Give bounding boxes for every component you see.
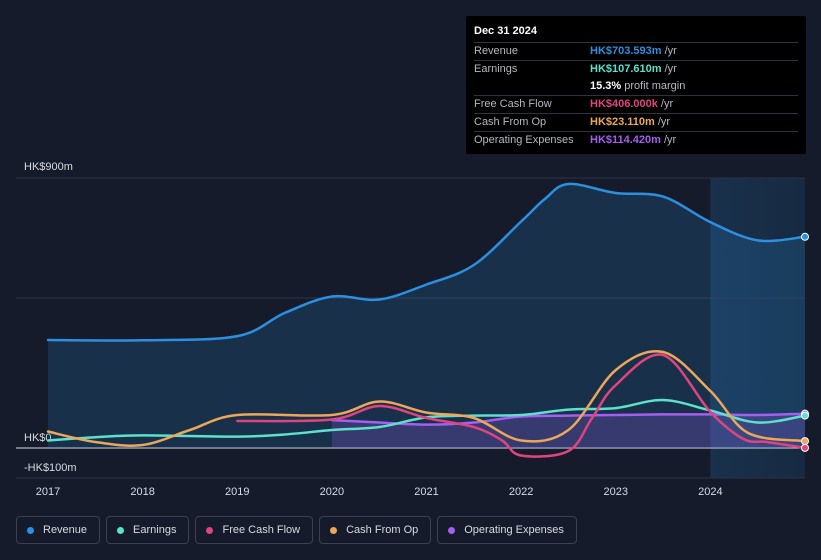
tooltip-label: Earnings [474, 63, 518, 75]
x-tick-label: 2021 [414, 486, 438, 498]
legend-label: Operating Expenses [464, 524, 564, 536]
tooltip-label [474, 78, 590, 95]
legend-item-earnings[interactable]: Earnings [106, 516, 190, 544]
cash-from-op-dot-icon [330, 526, 338, 534]
tooltip-label: Operating Expenses [474, 134, 574, 146]
earnings-dot-icon [117, 526, 125, 534]
revenue-end-point [801, 232, 809, 241]
tooltip-row-fcf: Free Cash Flow HK$406.000k /yr [474, 96, 798, 114]
x-tick-label: 2024 [698, 486, 722, 498]
tooltip-value: HK$114.420m [590, 134, 661, 146]
tooltip-value: 15.3% [590, 80, 622, 92]
legend-item-operating-expenses[interactable]: Operating Expenses [437, 516, 577, 544]
legend-label: Earnings [133, 524, 177, 536]
tooltip-value: HK$406.000k [590, 98, 658, 110]
revenue-dot-icon [27, 526, 34, 534]
x-tick-label: 2023 [604, 486, 628, 498]
y-axis-label: -HK$100m [24, 462, 77, 474]
legend-label: Cash From Op [346, 524, 419, 536]
tooltip-row-margin: 15.3% profit margin [474, 78, 798, 96]
free-cash-flow-end-point [801, 443, 809, 452]
earnings-end-point [801, 411, 809, 420]
x-tick-label: 2018 [130, 486, 154, 498]
tooltip-value: HK$107.610m [590, 63, 662, 75]
revenue-area [48, 183, 805, 449]
cash-from-op-line [46, 349, 807, 447]
tooltip-unit: /yr [663, 134, 677, 146]
tooltip-value: HK$703.593m [590, 45, 662, 57]
legend: Revenue Earnings Free Cash Flow Cash Fro… [16, 516, 577, 546]
tooltip-panel: Dec 31 2024 Revenue HK$703.593m /yr Earn… [466, 16, 806, 154]
x-tick-label: 2022 [509, 486, 533, 498]
y-axis-label: HK$0 [24, 432, 52, 444]
tooltip-label: Cash From Op [474, 116, 547, 128]
y-axis-label: HK$900m [24, 161, 73, 173]
legend-label: Free Cash Flow [222, 524, 301, 536]
tooltip-row-cfo: Cash From Op HK$23.110m /yr [474, 114, 798, 132]
tooltip-unit: /yr [657, 116, 671, 128]
tooltip-date: Dec 31 2024 [474, 24, 798, 43]
free-cash-flow-dot-icon [206, 526, 214, 534]
tooltip-value: HK$23.110m [590, 116, 655, 128]
tooltip-label: Revenue [474, 45, 519, 57]
tooltip-row-revenue: Revenue HK$703.593m /yr [474, 43, 798, 61]
legend-label: Revenue [43, 524, 88, 536]
free-cash-flow-line [236, 353, 807, 458]
legend-item-cash-from-op[interactable]: Cash From Op [319, 516, 432, 544]
tooltip-unit: /yr [664, 45, 677, 57]
operating-expenses-dot-icon [448, 526, 456, 534]
x-tick-label: 2019 [225, 486, 249, 498]
tooltip-row-opex: Operating Expenses HK$114.420m /yr [474, 132, 798, 149]
earnings-line [46, 398, 807, 442]
x-tick-label: 2017 [36, 486, 60, 498]
legend-item-free-cash-flow[interactable]: Free Cash Flow [195, 516, 314, 544]
legend-item-revenue[interactable]: Revenue [16, 516, 101, 544]
tooltip-unit: /yr [664, 63, 677, 75]
tooltip-unit: /yr [660, 98, 674, 110]
x-tick-label: 2020 [320, 486, 344, 498]
cash-from-op-end-point [801, 437, 809, 446]
tooltip-unit: profit margin [624, 80, 686, 92]
tooltip-row-earnings: Earnings HK$107.610m /yr [474, 61, 798, 78]
revenue-line [46, 182, 807, 342]
tooltip-label: Free Cash Flow [474, 98, 552, 110]
